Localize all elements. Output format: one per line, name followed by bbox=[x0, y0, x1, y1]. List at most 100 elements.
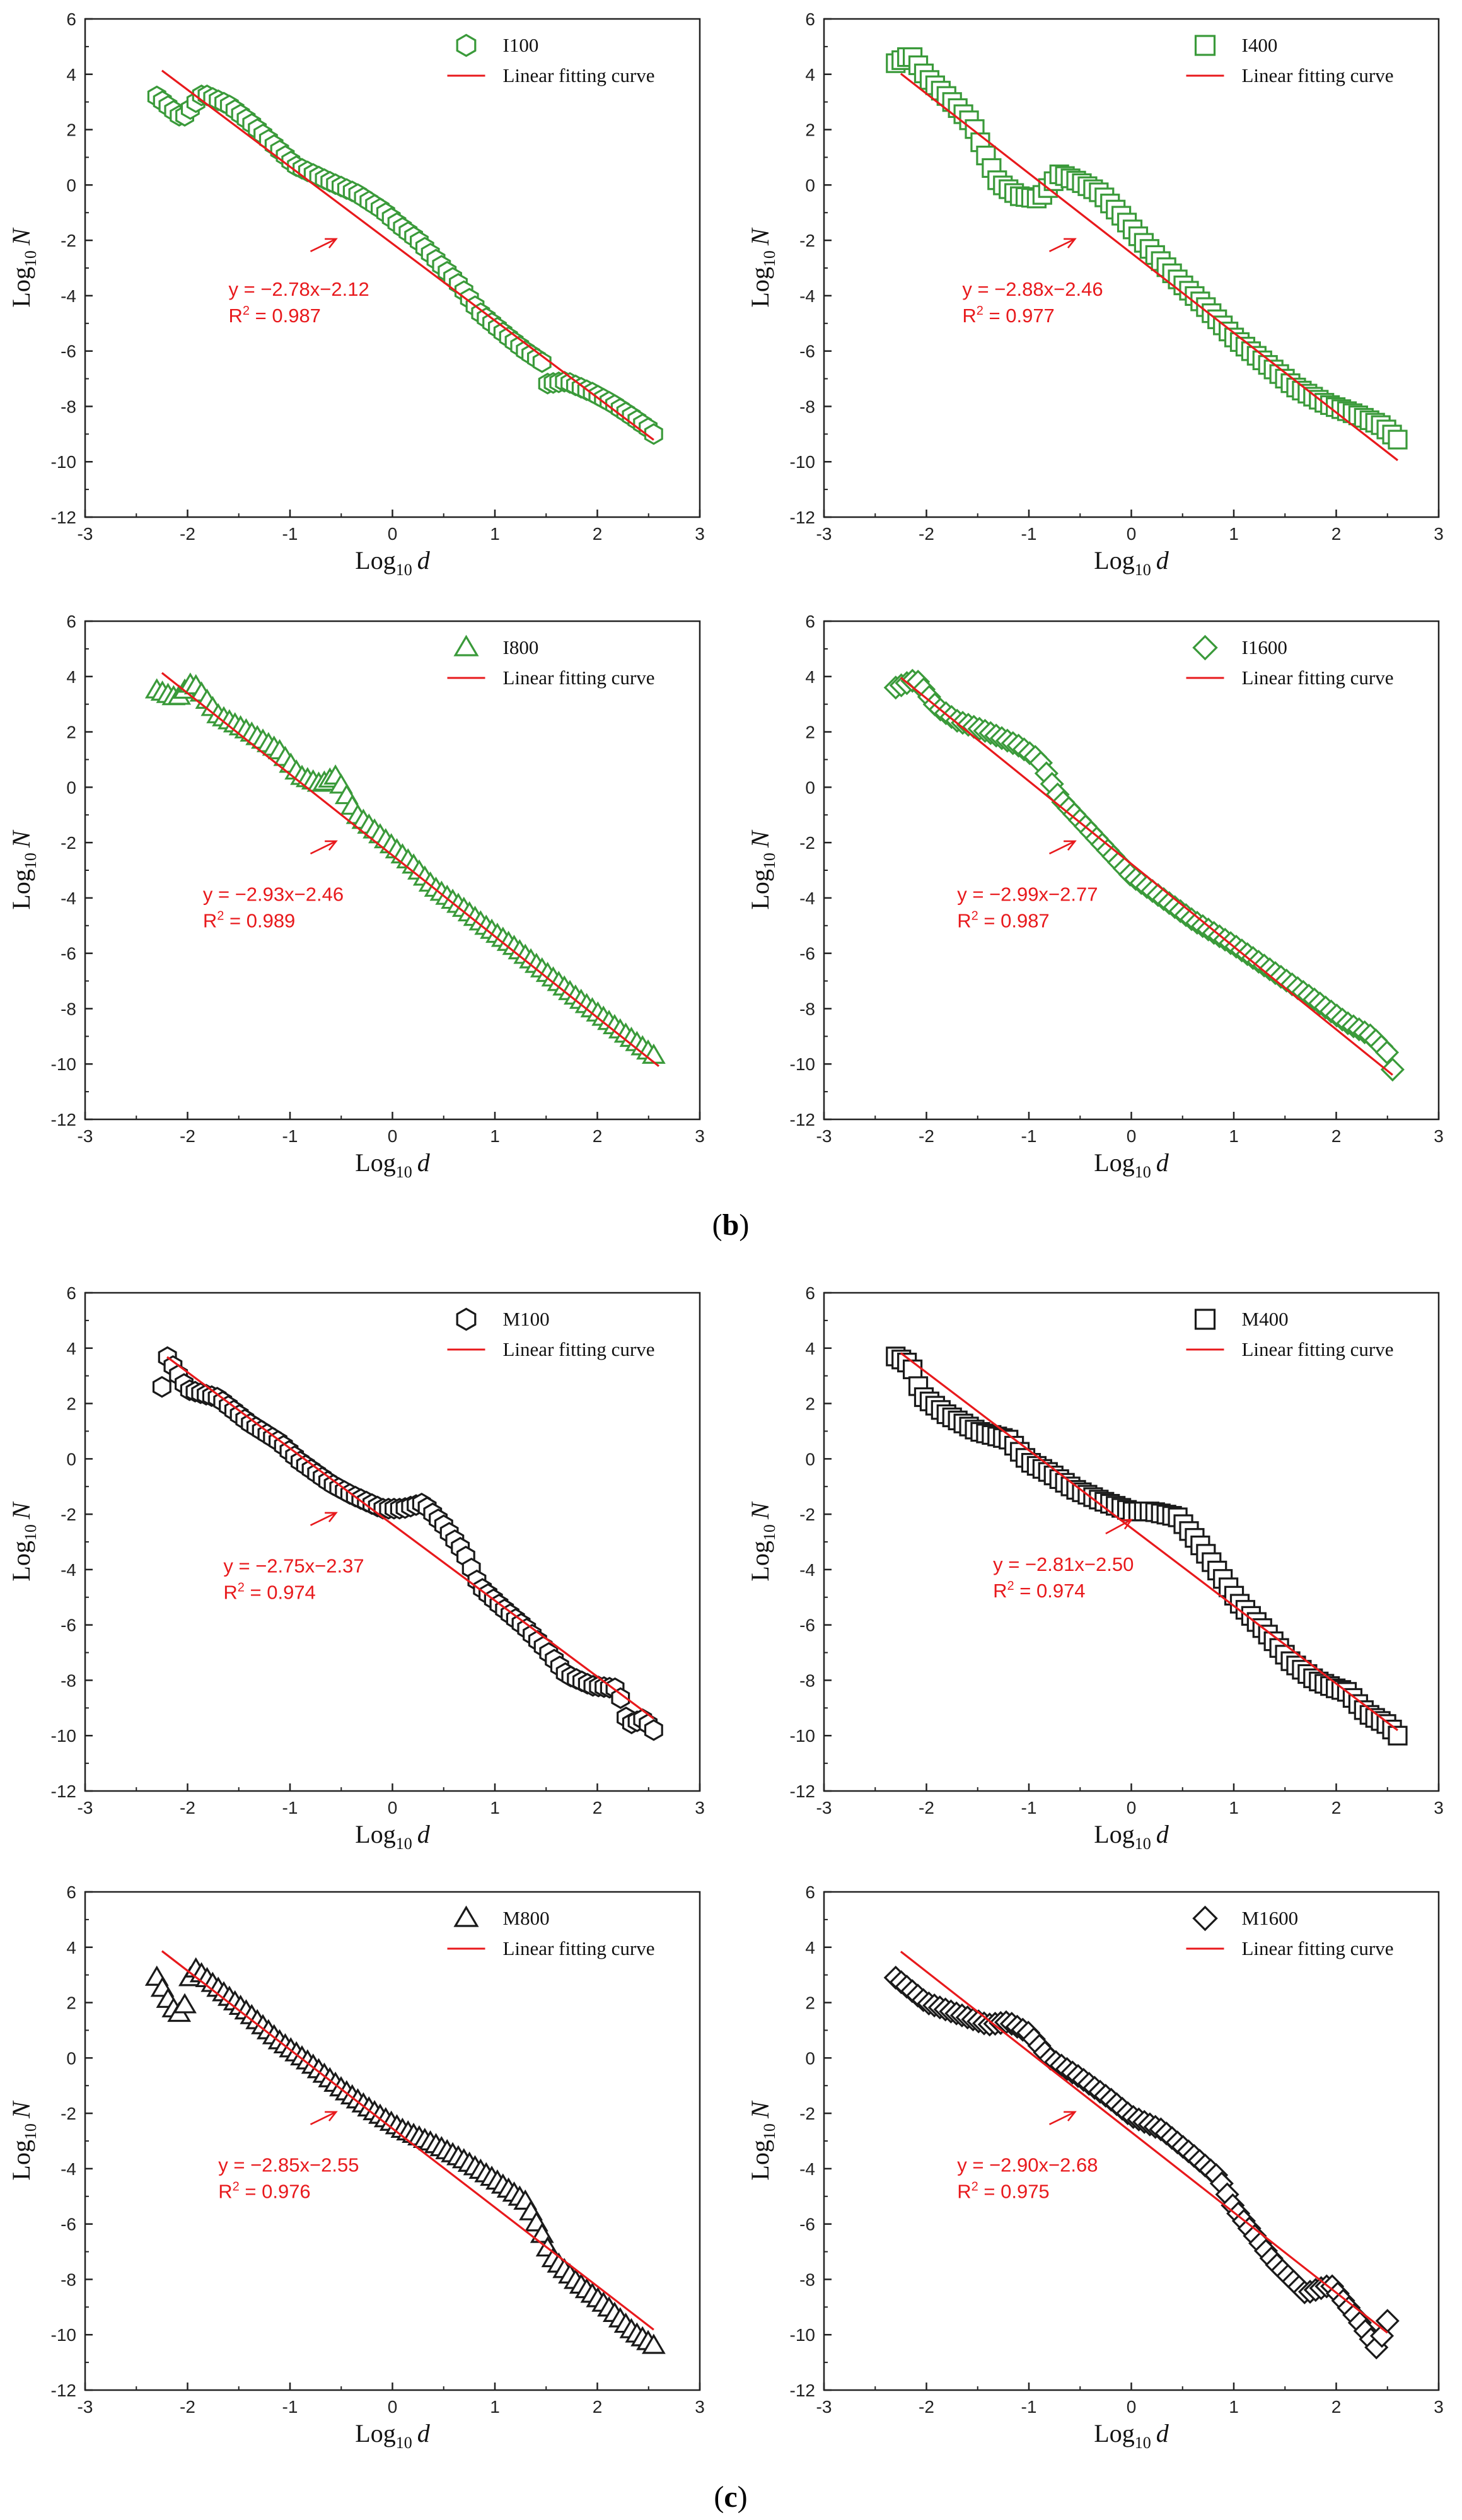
legend-series-label: I400 bbox=[1242, 34, 1278, 56]
r2-value: = 0.974 bbox=[1014, 1580, 1086, 1602]
x-tick-label: 1 bbox=[1229, 524, 1239, 544]
r2-value: = 0.975 bbox=[978, 2180, 1050, 2202]
y-tick-label: 4 bbox=[66, 667, 76, 687]
data-point bbox=[1375, 2309, 1400, 2333]
y-tick-label: 4 bbox=[805, 1938, 815, 1957]
x-tick-label: -1 bbox=[1021, 1126, 1037, 1146]
x-label-sub: 10 bbox=[396, 2434, 412, 2452]
y-label-sub: 10 bbox=[21, 853, 40, 869]
y-tick-label: -4 bbox=[799, 1560, 815, 1580]
y-axis-label: Log10 N bbox=[7, 1501, 40, 1581]
y-label-log: Log bbox=[746, 869, 774, 909]
group-b-open: ( bbox=[712, 1208, 722, 1242]
x-tick-label: 0 bbox=[1127, 524, 1137, 544]
y-tick-label: -6 bbox=[799, 1616, 815, 1635]
x-tick-label: 0 bbox=[1127, 1126, 1137, 1146]
fit-line bbox=[900, 73, 1398, 462]
data-point bbox=[1388, 429, 1408, 450]
y-tick-label: 4 bbox=[66, 65, 76, 85]
y-axis-label: Log10 N bbox=[746, 829, 779, 909]
x-tick-label: -3 bbox=[78, 2397, 93, 2417]
x-tick-label: -2 bbox=[919, 2397, 934, 2417]
y-tick-label: 2 bbox=[805, 1993, 815, 2013]
fit-equation: y = −2.85x−2.55 bbox=[218, 2154, 359, 2176]
x-label-sub: 10 bbox=[396, 1163, 412, 1181]
x-tick-label: 2 bbox=[1331, 524, 1342, 544]
y-label-var: N bbox=[746, 1501, 774, 1520]
legend-series-label: I100 bbox=[503, 34, 539, 56]
legend-fit-label: Linear fitting curve bbox=[1242, 1338, 1394, 1360]
y-tick-label: 0 bbox=[66, 778, 76, 797]
x-tick-label: -3 bbox=[78, 1126, 93, 1146]
x-label-sub: 10 bbox=[1135, 1163, 1151, 1181]
r2-value: = 0.987 bbox=[978, 909, 1050, 931]
r2-prefix: R bbox=[993, 1580, 1007, 1602]
y-tick-label: 6 bbox=[66, 1882, 76, 1902]
fit-r-squared: R2 = 0.987 bbox=[957, 909, 1049, 931]
x-tick-label: 0 bbox=[388, 2397, 398, 2417]
y-tick-label: -2 bbox=[61, 1505, 76, 1524]
legend-fit-label: Linear fitting curve bbox=[503, 667, 655, 689]
legend-marker bbox=[453, 1905, 479, 1927]
x-tick-label: -3 bbox=[816, 2397, 832, 2417]
x-tick-label: 3 bbox=[1434, 1126, 1444, 1146]
r2-sup: 2 bbox=[233, 2179, 240, 2193]
x-axis-label: Log10 d bbox=[355, 546, 430, 579]
x-label-log: Log bbox=[1094, 2419, 1134, 2447]
x-tick-label: -1 bbox=[282, 1798, 298, 1817]
legend-marker bbox=[1192, 1905, 1218, 1932]
y-tick-label: -2 bbox=[799, 231, 815, 250]
y-tick-label: -8 bbox=[61, 397, 76, 416]
x-tick-label: 2 bbox=[593, 2397, 603, 2417]
x-tick-label: -2 bbox=[180, 2397, 195, 2417]
x-tick-label: 2 bbox=[1331, 1798, 1342, 1817]
r2-prefix: R bbox=[229, 305, 243, 327]
legend-series-label: I800 bbox=[503, 636, 539, 658]
x-tick-label: -2 bbox=[180, 1126, 195, 1146]
r2-value: = 0.989 bbox=[224, 909, 295, 931]
y-tick-label: 2 bbox=[66, 1394, 76, 1414]
y-tick-label: -2 bbox=[799, 2104, 815, 2123]
fit-equation: y = −2.99x−2.77 bbox=[957, 883, 1098, 905]
y-tick-label: -4 bbox=[61, 1560, 76, 1580]
fit-r-squared: R2 = 0.974 bbox=[223, 1580, 315, 1603]
x-label-var: d bbox=[417, 546, 431, 575]
y-label-var: N bbox=[7, 2100, 35, 2119]
x-axis-label: Log10 d bbox=[1094, 1820, 1169, 1853]
r2-value: = 0.977 bbox=[983, 305, 1055, 327]
fit-r-squared: R2 = 0.989 bbox=[203, 909, 295, 931]
data-point bbox=[644, 1719, 663, 1741]
x-label-var: d bbox=[417, 2419, 431, 2447]
y-tick-label: -8 bbox=[61, 2270, 76, 2289]
y-label-var: N bbox=[746, 829, 774, 848]
y-tick-label: -10 bbox=[790, 452, 815, 472]
y-tick-label: -2 bbox=[61, 231, 76, 250]
scatter-points bbox=[144, 1957, 666, 2354]
y-label-var: N bbox=[7, 1501, 35, 1520]
y-label-sub: 10 bbox=[760, 250, 779, 267]
y-tick-label: 2 bbox=[66, 1993, 76, 2013]
x-tick-label: 0 bbox=[388, 1126, 398, 1146]
annotation-arrow-shaft bbox=[1048, 840, 1076, 855]
y-tick-label: -4 bbox=[61, 286, 76, 306]
x-tick-label: -3 bbox=[816, 1126, 832, 1146]
y-tick-label: -8 bbox=[799, 999, 815, 1018]
legend-marker bbox=[1194, 35, 1216, 56]
fit-equation: y = −2.88x−2.46 bbox=[962, 278, 1103, 300]
group-b-close: ) bbox=[739, 1208, 749, 1242]
r2-prefix: R bbox=[962, 305, 976, 327]
y-tick-label: 6 bbox=[805, 1283, 815, 1303]
annotation-arrow-shaft bbox=[1105, 1519, 1132, 1534]
legend-fit-label: Linear fitting curve bbox=[503, 64, 655, 86]
annotation-arrow-shaft bbox=[310, 238, 337, 252]
y-tick-label: -4 bbox=[799, 286, 815, 306]
x-tick-label: 1 bbox=[1229, 1126, 1239, 1146]
annotation-arrow-head bbox=[325, 2111, 338, 2121]
group-c-letter: c bbox=[724, 2480, 737, 2514]
legend-marker bbox=[453, 634, 479, 656]
x-label-var: d bbox=[1156, 1148, 1169, 1177]
x-axis-label: Log10 d bbox=[355, 1820, 430, 1853]
